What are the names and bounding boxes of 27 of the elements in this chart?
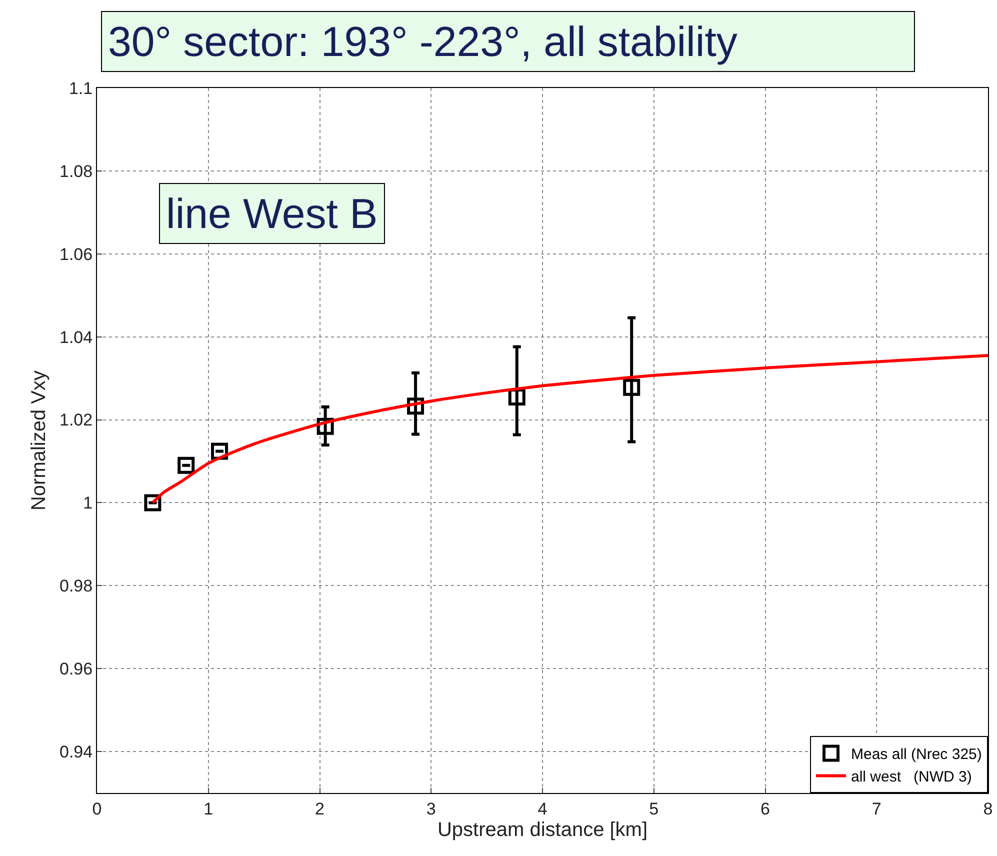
point xyxy=(178,456,195,474)
y-axis-title: Normalized Vxy xyxy=(28,370,50,511)
y-tick-label: 1.08 xyxy=(60,162,93,181)
y-tick-label: 1.1 xyxy=(68,78,93,98)
annotation: line West B xyxy=(166,190,378,237)
x-tick-label: 0 xyxy=(92,799,102,818)
x-tick-label: 4 xyxy=(538,799,548,818)
legend-label: all west (NWD 3) xyxy=(851,768,972,786)
legend-label: Meas all (Nrec 325) xyxy=(851,746,982,764)
y-tick-label: 0.98 xyxy=(60,576,93,596)
x-tick-label: 6 xyxy=(760,799,770,818)
x-axis-title: Upstream distance [km] xyxy=(437,818,648,841)
x-tick-label: 1 xyxy=(204,799,214,818)
x-tick-label: 7 xyxy=(872,799,882,818)
y-tick-label: 1.06 xyxy=(60,244,93,264)
x-tick-label: 3 xyxy=(426,799,436,818)
x-tick-label: 2 xyxy=(315,799,324,818)
y-tick-label: 1.04 xyxy=(60,328,93,347)
y-tick-label: 0.96 xyxy=(60,660,93,679)
x-tick-label: 5 xyxy=(649,799,659,818)
x-tick-label: 8 xyxy=(983,799,993,818)
point xyxy=(144,494,162,512)
chart-title: 30° sector: 193° -223°, all stability xyxy=(108,18,738,65)
point xyxy=(623,378,640,396)
y-tick-label: 1.02 xyxy=(60,410,93,430)
y-tick-label: 1 xyxy=(83,494,93,513)
y-tick-label: 0.94 xyxy=(60,742,93,762)
